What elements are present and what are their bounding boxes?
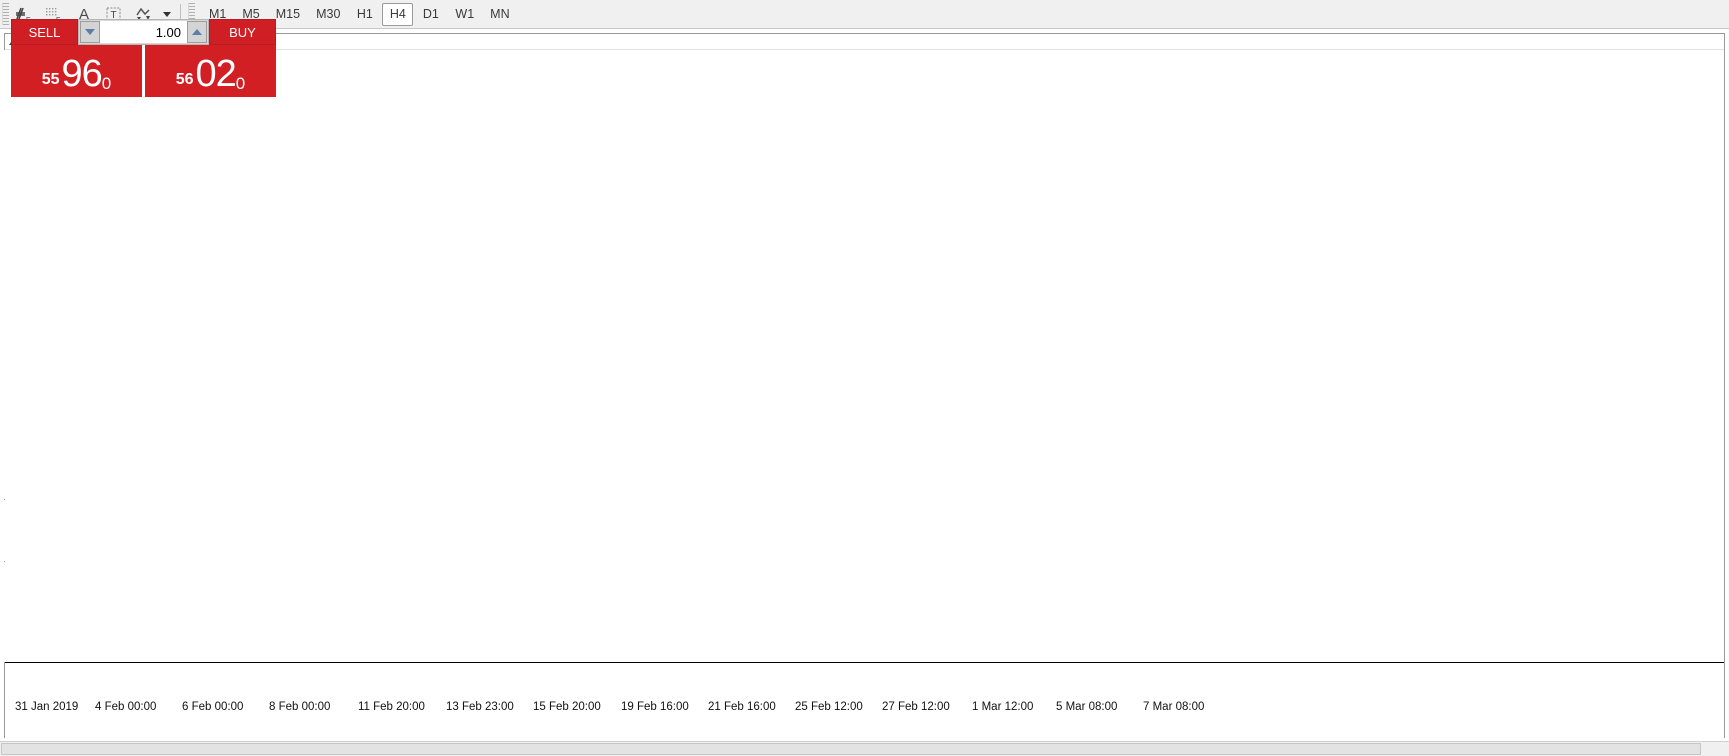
chart-panes: 多空转折点56.5 57.63056.93056.23055.52054.820…	[0, 50, 1724, 738]
timeframe-h4-button[interactable]: H4	[382, 2, 414, 26]
time-label: 13 Feb 23:00	[446, 701, 514, 713]
time-label: 15 Feb 20:00	[533, 701, 601, 713]
buy-price-main: 02	[195, 53, 237, 95]
toolbar-grip-1[interactable]	[2, 3, 9, 25]
volume-decrease-button[interactable]	[80, 21, 100, 43]
trade-panel-top: SELL 1.00 BUY	[11, 19, 276, 45]
buy-price-whole: 56	[175, 71, 194, 88]
time-label: 7 Mar 08:00	[1143, 701, 1205, 713]
sell-button[interactable]: SELL	[11, 19, 78, 45]
time-label: 25 Feb 12:00	[795, 701, 863, 713]
svg-text:T: T	[111, 10, 117, 21]
objects-icon[interactable]	[129, 1, 159, 28]
trade-panel-prices: 55 96 0 56 02 0	[11, 45, 276, 97]
timeframe-d1-button[interactable]: D1	[422, 7, 439, 21]
dropdown-caret-icon[interactable]	[159, 1, 175, 28]
time-label: 8 Feb 00:00	[269, 701, 331, 713]
macd-axis: 0.81690.00-0.5457	[0, 500, 5, 561]
price-axis[interactable]: 57.63056.93056.23055.52054.82054.12053.4…	[0, 50, 5, 499]
buy-price-display[interactable]: 56 02 0	[145, 45, 276, 97]
time-label: 6 Feb 00:00	[182, 701, 244, 713]
time-label: 31 Jan 2019	[15, 701, 79, 713]
sell-price-frac: 0	[101, 74, 112, 93]
time-label: 27 Feb 12:00	[882, 701, 950, 713]
timeframe-group: M1 M5 M15 M30 H1 H4 D1 W1 MN	[201, 2, 518, 26]
timeframe-h1-button[interactable]: H1	[356, 7, 373, 21]
toolbar-grip-2[interactable]	[188, 3, 195, 25]
time-label: 21 Feb 16:00	[708, 701, 776, 713]
timeframe-mn-button[interactable]: MN	[490, 7, 510, 21]
buy-button[interactable]: BUY	[209, 19, 276, 45]
volume-increase-button[interactable]	[187, 21, 207, 43]
one-click-trading-panel[interactable]: SELL 1.00 BUY 55 96 0 56 02 0	[11, 19, 276, 97]
main-toolbar: E F A T	[0, 0, 1729, 29]
sell-price-whole: 55	[41, 71, 60, 88]
scrollbar-thumb[interactable]	[1, 743, 1701, 755]
sell-price-display[interactable]: 55 96 0	[11, 45, 145, 97]
rsi-axis: 10070300	[0, 562, 5, 662]
time-label: 1 Mar 12:00	[972, 701, 1034, 713]
time-axis[interactable]: 31 Jan 2019 4 Feb 00:00 6 Feb 00:00 8 Feb 0…	[5, 662, 1724, 738]
timeframe-m30-button[interactable]: M30	[316, 7, 341, 21]
timeframe-m1-button[interactable]: M1	[209, 7, 227, 21]
time-label: 4 Feb 00:00	[95, 701, 157, 713]
volume-stepper[interactable]: 1.00	[78, 19, 209, 45]
chart-window: USOil-,H4 56.020 56.160 55.940 55.960 多空…	[0, 33, 1725, 738]
timeframe-w1-button[interactable]: W1	[455, 7, 475, 21]
time-label: 5 Mar 08:00	[1056, 701, 1118, 713]
horizontal-scrollbar[interactable]	[0, 741, 1729, 756]
text-label-icon[interactable]: A	[78, 5, 89, 23]
toolbar-divider	[180, 4, 181, 24]
timeframe-m15-button[interactable]: M15	[275, 7, 301, 21]
buy-price-frac: 0	[235, 74, 246, 93]
volume-input[interactable]: 1.00	[100, 21, 187, 43]
time-label: 11 Feb 20:00	[358, 701, 425, 713]
timeframe-m5-button[interactable]: M5	[242, 7, 260, 21]
sell-price-main: 96	[61, 53, 103, 95]
time-label: 19 Feb 16:00	[621, 701, 689, 713]
